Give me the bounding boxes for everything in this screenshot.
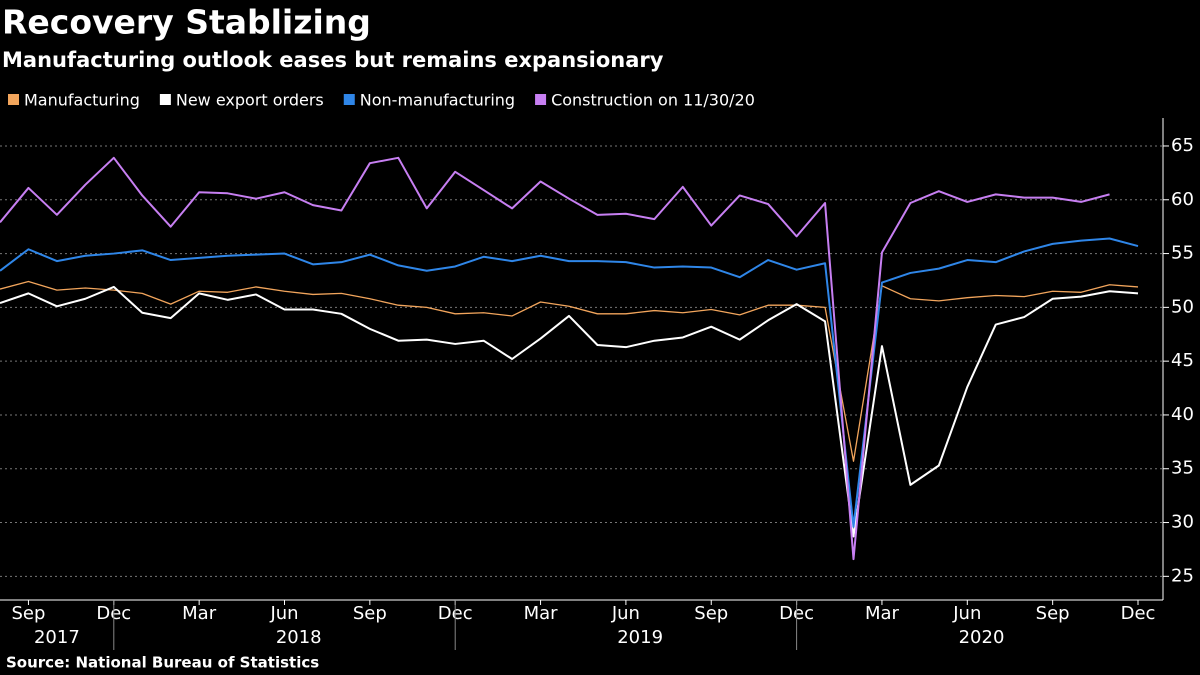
y-tick-label: 60 <box>1171 189 1194 210</box>
source: Source: National Bureau of Statistics <box>6 654 319 672</box>
legend-swatch <box>343 94 355 105</box>
y-tick-label: 50 <box>1171 296 1194 317</box>
series-line <box>0 156 1110 561</box>
y-tick-label: 65 <box>1171 135 1194 156</box>
x-year-label: 2020 <box>959 627 1005 648</box>
x-tick-label: Mar <box>182 603 217 624</box>
legend-swatch <box>8 94 19 105</box>
x-year-label: 2019 <box>617 627 663 648</box>
series-line <box>0 285 1139 538</box>
x-tick-label: Jun <box>611 603 640 624</box>
y-tick-label: 35 <box>1171 458 1194 479</box>
x-tick-label: Dec <box>1121 603 1156 624</box>
x-tick-label: Sep <box>11 603 45 624</box>
y-tick-label: 55 <box>1171 243 1194 264</box>
x-tick-label: Sep <box>353 603 387 624</box>
x-year-label: 2018 <box>276 627 322 648</box>
legend-label: New export orders <box>176 91 324 110</box>
series-line <box>0 280 1139 462</box>
legend-label: Manufacturing <box>24 91 140 110</box>
chart-subtitle: Manufacturing outlook eases but remains … <box>2 48 664 72</box>
x-tick-label: Mar <box>524 603 559 624</box>
y-tick-label: 25 <box>1171 565 1194 586</box>
x-tick-label: Mar <box>865 603 900 624</box>
legend-swatch <box>159 94 171 105</box>
y-tick-label: 40 <box>1171 404 1194 425</box>
x-tick-label: Jun <box>269 603 298 624</box>
chart-title: Recovery Stablizing <box>2 3 371 42</box>
x-year-label: 2017 <box>34 627 80 648</box>
x-tick-label: Jun <box>952 603 981 624</box>
x-tick-label: Sep <box>1036 603 1070 624</box>
series-line <box>0 237 1139 528</box>
legend-swatch <box>535 94 547 105</box>
y-tick-label: 45 <box>1171 350 1194 371</box>
legend-label: Non-manufacturing <box>360 91 515 110</box>
x-tick-label: Sep <box>694 603 728 624</box>
y-tick-label: 30 <box>1171 512 1194 533</box>
legend-label: Construction on 11/30/20 <box>551 91 755 110</box>
